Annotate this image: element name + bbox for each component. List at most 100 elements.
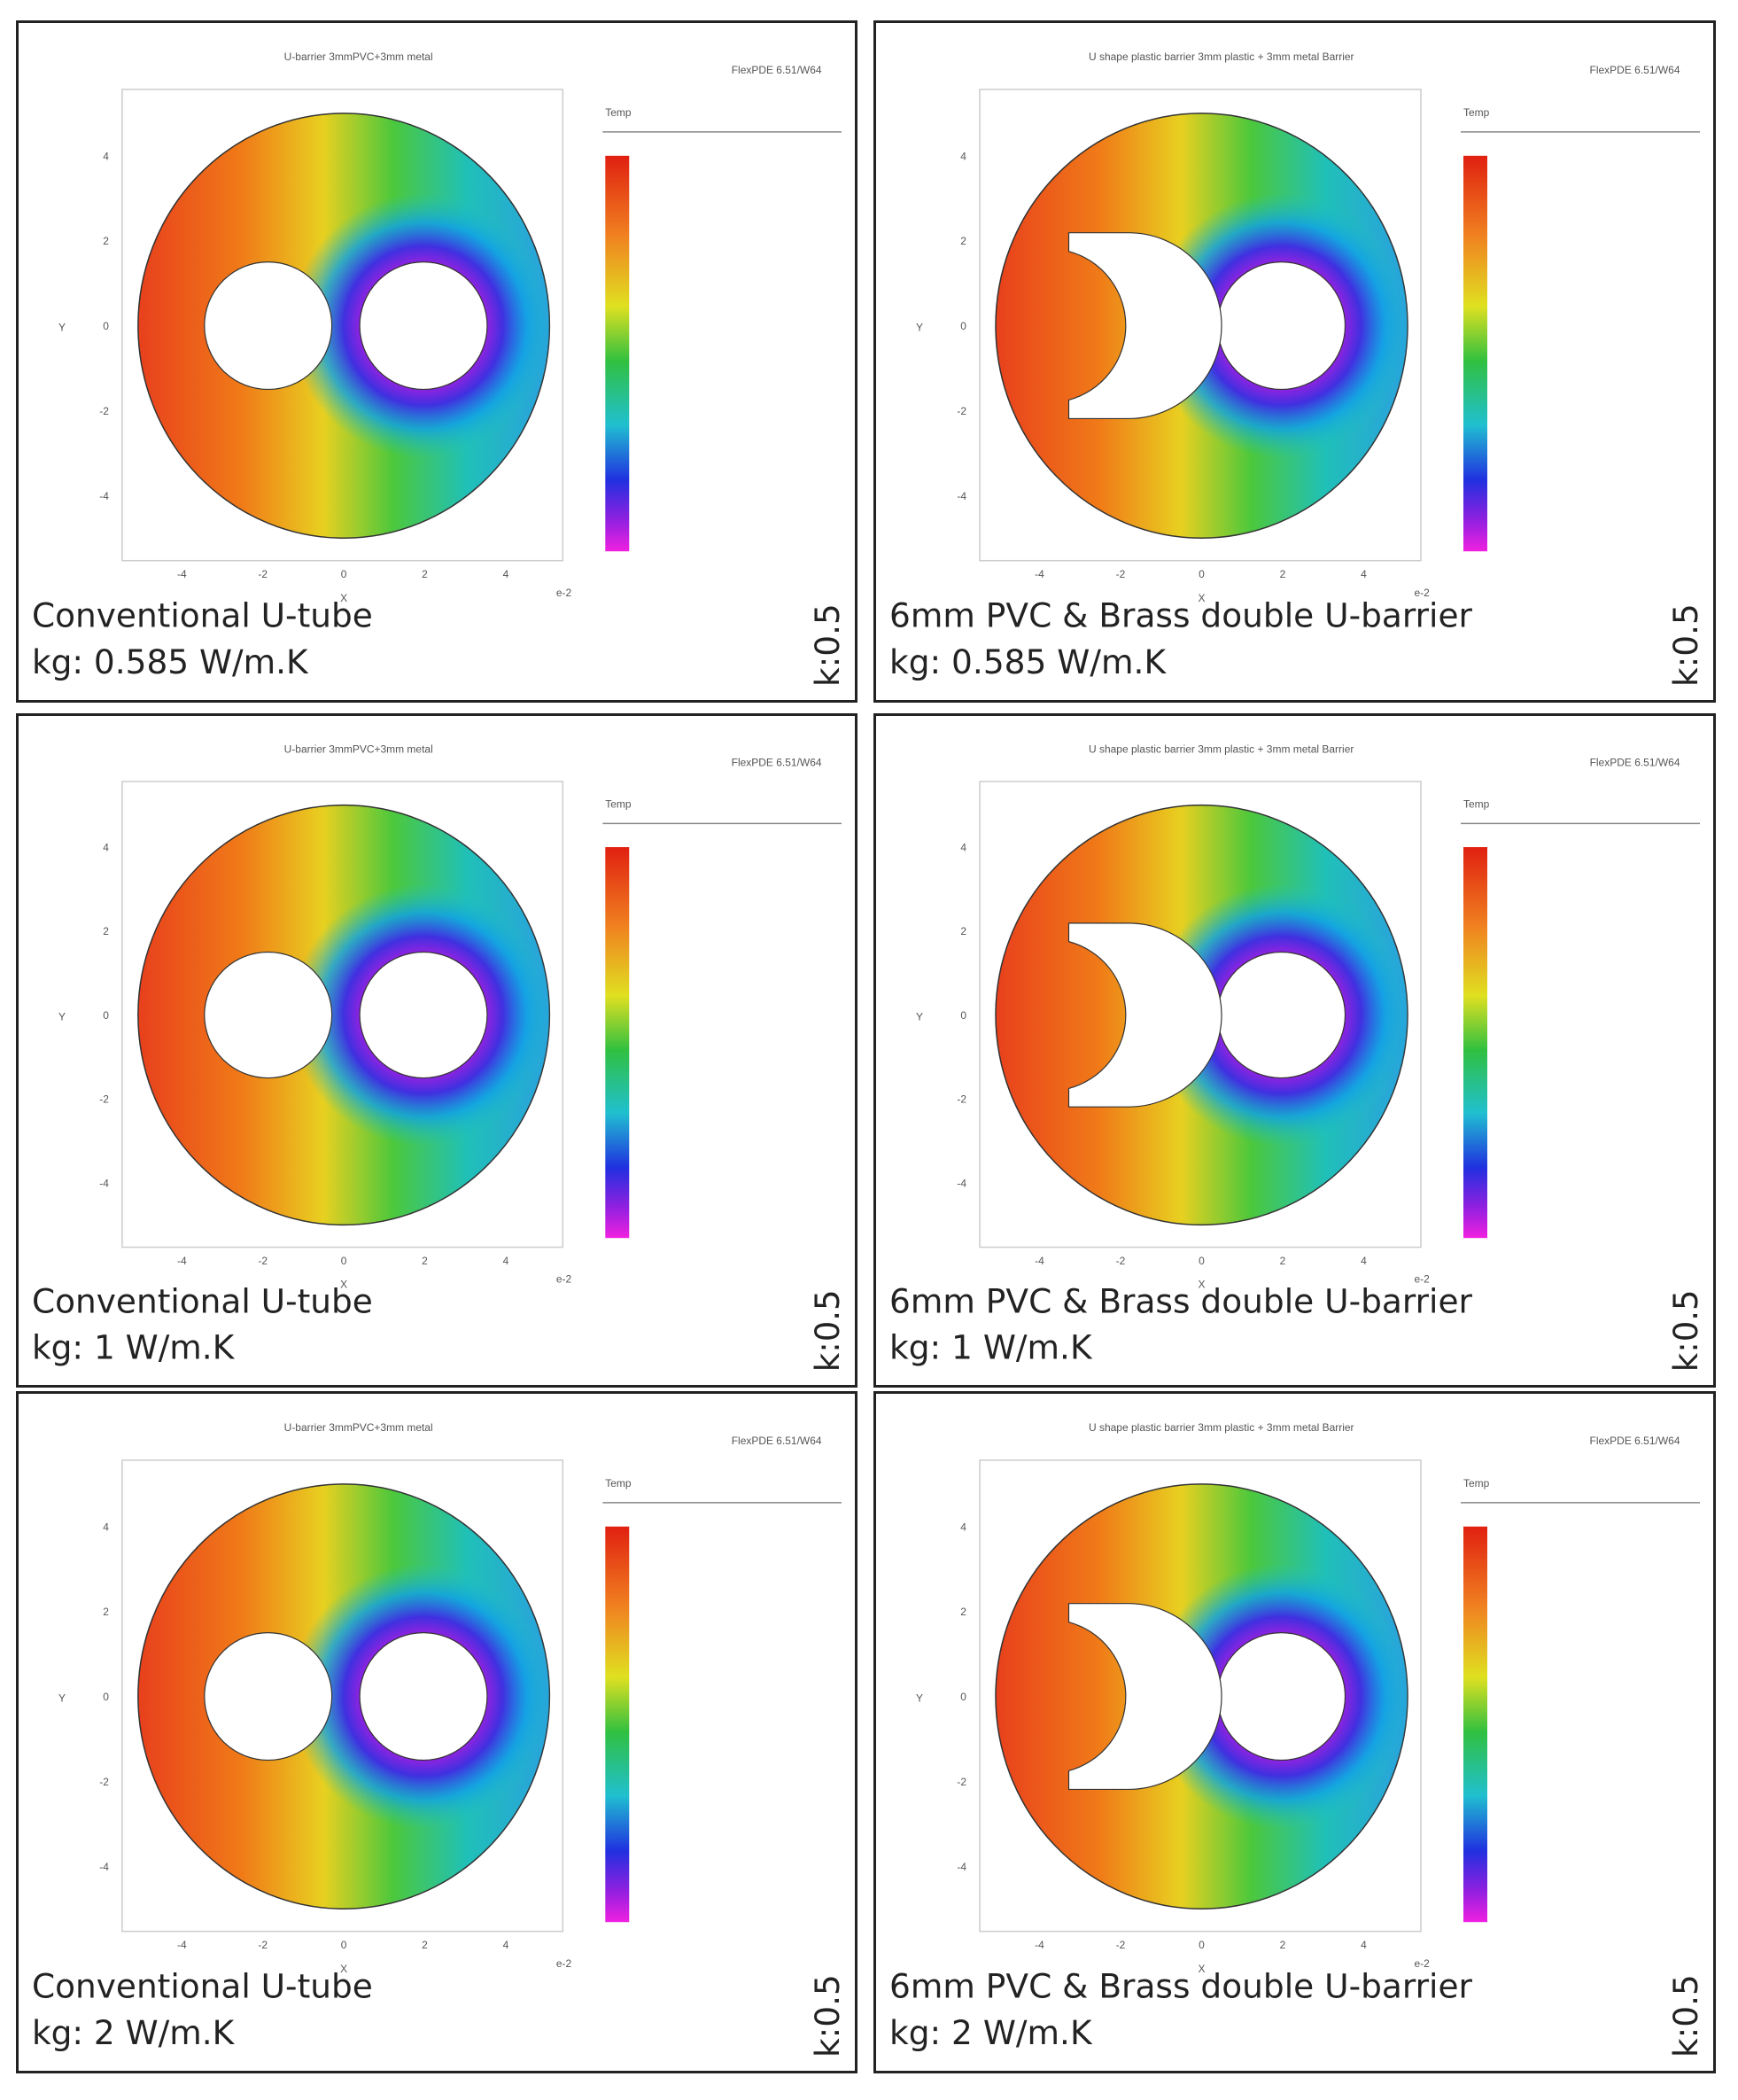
x-tick-label: 4 xyxy=(1361,1255,1367,1267)
caption-line: kg: 0.585 W/m.K xyxy=(889,642,1167,681)
panel: U-barrier 3mmPVC+3mm metal FlexPDE 6.51/W… xyxy=(16,20,857,703)
outlet-pipe xyxy=(1216,1632,1346,1762)
y-tick-label: 2 xyxy=(103,235,109,247)
y-axis-label: Y xyxy=(58,1692,66,1705)
panel-plot: U shape plastic barrier 3mm plastic + 3m… xyxy=(889,743,1705,1373)
caption-line: 6mm PVC & Brass double U-barrier xyxy=(889,1282,1473,1321)
x-tick-label: -4 xyxy=(1035,1255,1044,1267)
caption-line: 6mm PVC & Brass double U-barrier xyxy=(889,596,1473,635)
x-scale-label: e-2 xyxy=(556,1273,572,1286)
x-scale-label: e-2 xyxy=(556,587,572,599)
x-tick-label: 0 xyxy=(341,1939,347,1951)
caption-line: Conventional U-tube xyxy=(32,1282,373,1321)
y-tick-label: -2 xyxy=(957,1776,966,1788)
panel-plot: U-barrier 3mmPVC+3mm metal FlexPDE 6.51/W… xyxy=(32,1421,847,2057)
plot-frame xyxy=(121,781,564,1248)
y-tick-label: 0 xyxy=(103,320,109,332)
y-tick-label: 0 xyxy=(103,1691,109,1703)
x-tick-label: 2 xyxy=(422,1255,428,1267)
u-barrier xyxy=(1067,922,1222,1108)
k-label: k:0.5 xyxy=(808,1289,847,1372)
y-tick-label: 4 xyxy=(960,150,966,162)
panel: U-barrier 3mmPVC+3mm metal FlexPDE 6.51/W… xyxy=(16,713,857,1388)
legend-title: Temp xyxy=(605,1477,632,1489)
y-tick-label: -4 xyxy=(99,1178,109,1190)
software-label: FlexPDE 6.51/W64 xyxy=(732,1435,822,1447)
inlet-pipe xyxy=(204,951,333,1079)
x-axis-label: X xyxy=(340,1963,347,1975)
legend-title: Temp xyxy=(1463,106,1490,119)
y-tick-label: 2 xyxy=(960,1606,966,1618)
y-tick-label: -4 xyxy=(957,1178,966,1190)
y-tick-label: 4 xyxy=(103,1521,109,1533)
y-tick-label: -2 xyxy=(99,1776,109,1788)
x-tick-label: -4 xyxy=(177,568,187,580)
x-tick-label: 0 xyxy=(341,568,347,580)
x-tick-label: 0 xyxy=(1199,1255,1205,1267)
panel-plot: U-barrier 3mmPVC+3mm metal FlexPDE 6.51/W… xyxy=(32,743,847,1373)
x-tick-label: 2 xyxy=(1280,1939,1286,1951)
colorbar xyxy=(1463,155,1487,552)
plot-frame xyxy=(121,89,564,562)
y-axis-label: Y xyxy=(58,1011,66,1023)
y-tick-label: 0 xyxy=(103,1009,109,1022)
x-scale-label: e-2 xyxy=(1415,1957,1431,1970)
x-tick-label: 2 xyxy=(1280,1255,1286,1267)
legend-title: Temp xyxy=(1463,798,1490,811)
plot-title: U shape plastic barrier 3mm plastic + 3m… xyxy=(1089,743,1354,756)
y-tick-label: 2 xyxy=(960,925,966,937)
x-tick-label: 0 xyxy=(341,1255,347,1267)
colorbar xyxy=(605,1526,630,1923)
plot-frame xyxy=(979,89,1422,562)
y-tick-label: 4 xyxy=(103,842,109,854)
k-label: k:0.5 xyxy=(1666,1289,1705,1372)
x-tick-label: 4 xyxy=(503,568,509,580)
u-barrier xyxy=(1067,1603,1222,1791)
y-tick-label: 0 xyxy=(960,320,966,332)
x-tick-label: -2 xyxy=(258,568,268,580)
legend-title: Temp xyxy=(1463,1477,1490,1489)
legend-title: Temp xyxy=(605,106,632,119)
plot-title: U shape plastic barrier 3mm plastic + 3m… xyxy=(1089,51,1354,63)
y-tick-label: 0 xyxy=(960,1009,966,1022)
plot-title: U shape plastic barrier 3mm plastic + 3m… xyxy=(1089,1421,1354,1434)
x-tick-label: -4 xyxy=(1035,1939,1044,1951)
x-tick-label: -4 xyxy=(177,1939,187,1951)
y-tick-label: -2 xyxy=(99,1093,109,1106)
x-axis-label: X xyxy=(340,1279,347,1291)
y-tick-label: -4 xyxy=(957,490,966,502)
outlet-pipe xyxy=(359,261,488,391)
x-tick-label: -2 xyxy=(258,1255,268,1267)
x-tick-label: 0 xyxy=(1199,568,1205,580)
caption-line: kg: 2 W/m.K xyxy=(889,2013,1093,2052)
plot-frame xyxy=(121,1459,564,1933)
k-label: k:0.5 xyxy=(808,1974,847,2057)
plot-title: U-barrier 3mmPVC+3mm metal xyxy=(284,51,433,63)
x-axis-label: X xyxy=(1198,1963,1205,1975)
panel-plot: U shape plastic barrier 3mm plastic + 3m… xyxy=(889,51,1705,687)
panel: U shape plastic barrier 3mm plastic + 3m… xyxy=(873,713,1716,1388)
x-axis-label: X xyxy=(1198,592,1205,604)
software-label: FlexPDE 6.51/W64 xyxy=(1590,64,1680,76)
caption-line: Conventional U-tube xyxy=(32,1967,373,2006)
x-tick-label: 2 xyxy=(422,1939,428,1951)
inlet-pipe xyxy=(204,261,333,391)
inlet-pipe xyxy=(204,1632,333,1762)
caption-line: kg: 1 W/m.K xyxy=(889,1328,1093,1367)
u-barrier xyxy=(1067,232,1222,420)
y-tick-label: 4 xyxy=(960,842,966,854)
y-tick-label: -4 xyxy=(99,490,109,502)
y-tick-label: -4 xyxy=(957,1861,966,1873)
x-tick-label: -2 xyxy=(1116,1939,1126,1951)
x-tick-label: -2 xyxy=(1116,568,1126,580)
software-label: FlexPDE 6.51/W64 xyxy=(732,756,822,768)
x-tick-label: 2 xyxy=(422,568,428,580)
x-tick-label: -4 xyxy=(177,1255,187,1267)
x-tick-label: 4 xyxy=(503,1255,509,1267)
x-tick-label: 2 xyxy=(1280,568,1286,580)
k-label: k:0.5 xyxy=(808,603,847,687)
y-tick-label: 2 xyxy=(960,235,966,247)
x-axis-label: X xyxy=(340,592,347,604)
caption-line: kg: 2 W/m.K xyxy=(32,2013,236,2052)
